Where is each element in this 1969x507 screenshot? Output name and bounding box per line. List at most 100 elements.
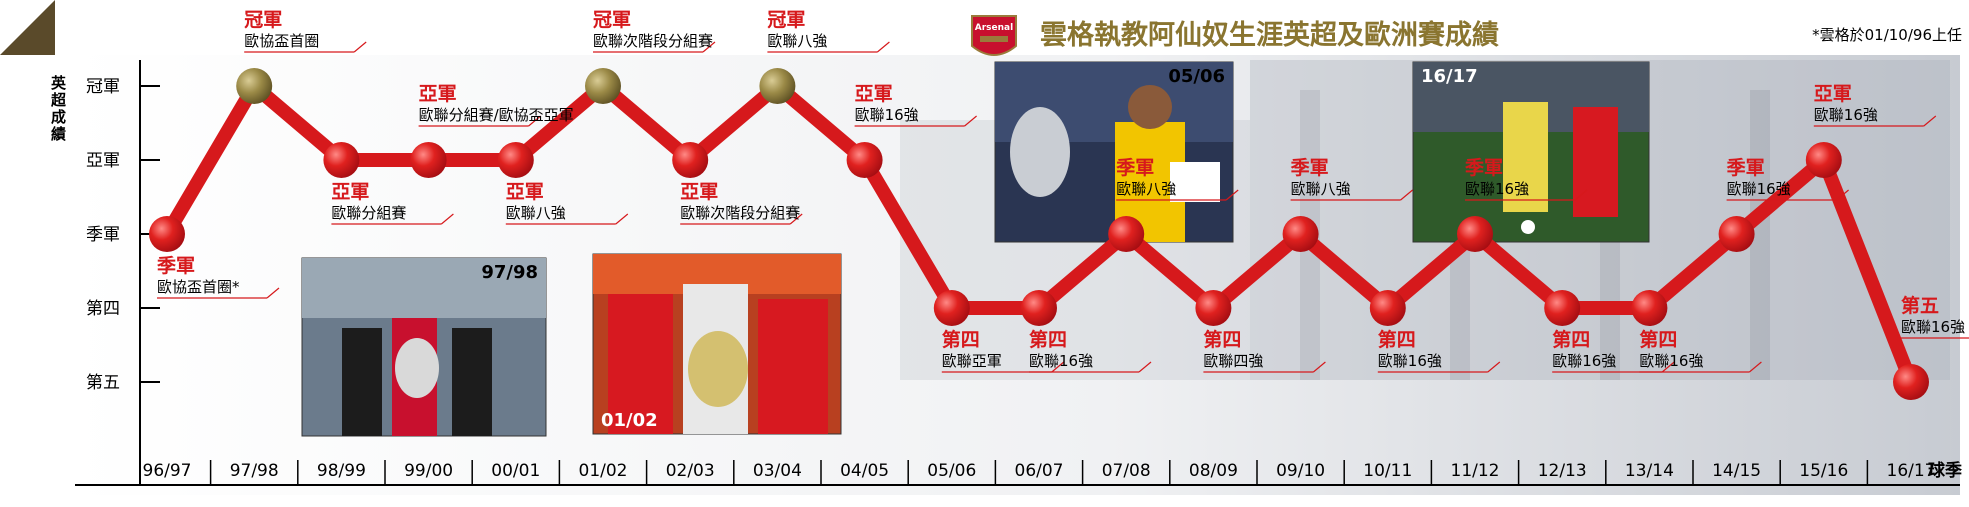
y-axis-title: 英超成績 — [49, 74, 67, 143]
annotation-position: 第四 — [1029, 328, 1067, 351]
crest-text: Arsenal — [975, 23, 1013, 33]
annotation-position: 第四 — [1203, 328, 1241, 351]
annotation-position: 亞軍 — [506, 181, 544, 203]
x-tick-label: 02/03 — [666, 461, 715, 481]
photo-1617: 16/17 — [1412, 61, 1650, 243]
annotation-position: 季軍 — [1291, 157, 1329, 179]
markers — [149, 68, 1929, 400]
header: Arsenal 雲格執教阿仙奴生涯英超及歐洲賽成績 *雲格於01/10/96上任 — [971, 15, 1962, 56]
annotation-europe: 歐聯16強 — [1378, 352, 1442, 370]
annotation-europe: 歐協盃首圈 — [244, 32, 319, 50]
annotation-leader — [1661, 361, 1675, 373]
photo-0506: 05/06 — [994, 61, 1234, 243]
annotation-leader — [266, 287, 280, 299]
data-point-0304 — [759, 68, 796, 104]
photo-0102: 01/02 — [592, 253, 842, 435]
y-tick-label: 季軍 — [86, 225, 120, 245]
annotation-leader — [615, 213, 629, 225]
data-point-0506 — [933, 290, 970, 326]
annotation-europe: 歐聯亞軍 — [942, 352, 1002, 370]
data-point-1516 — [1805, 142, 1842, 178]
x-tick-label: 12/13 — [1538, 461, 1587, 481]
data-point-1011 — [1369, 290, 1406, 326]
x-tick-label: 10/11 — [1363, 461, 1412, 481]
x-tick-label: 00/01 — [491, 461, 540, 481]
annotation-position: 第五 — [1901, 294, 1939, 317]
annotation-position: 冠軍 — [767, 9, 805, 31]
x-tick-label: 06/07 — [1015, 461, 1064, 481]
annotation-leader — [528, 115, 541, 127]
photo-caption-0102: 01/02 — [601, 410, 658, 431]
annotation-europe: 歐聯八強 — [506, 204, 566, 222]
annotation-leader — [1749, 361, 1762, 373]
annotation-leader — [1574, 189, 1588, 201]
annotation-leader — [1400, 189, 1413, 201]
photo-caption-9798: 97/98 — [481, 262, 538, 283]
x-tick-label: 96/97 — [143, 461, 192, 481]
annotation-position: 亞軍 — [855, 83, 893, 105]
annotation-leader — [353, 41, 367, 53]
annotation-europe: 歐協盃首圈* — [157, 278, 240, 296]
data-point-1213 — [1544, 290, 1581, 326]
x-tick-label: 15/16 — [1799, 461, 1848, 481]
annotation-position: 亞軍 — [680, 181, 718, 203]
annotation-leader — [702, 41, 716, 53]
annotation-position: 第四 — [1378, 328, 1416, 351]
y-tick-label: 第四 — [86, 299, 120, 319]
annotation-europe: 歐聯八強 — [1116, 180, 1176, 198]
x-tick-label: 99/00 — [404, 461, 453, 481]
data-point-0607 — [1021, 290, 1057, 326]
data-point-0001 — [497, 142, 534, 178]
annotation-position: 亞軍 — [419, 83, 457, 105]
data-point-9697 — [149, 216, 185, 252]
data-point-1617 — [1893, 364, 1929, 400]
annotation-europe: 歐聯八強 — [1291, 180, 1351, 198]
data-point-1112 — [1457, 216, 1493, 252]
data-point-0405 — [846, 142, 883, 178]
data-point-9899 — [323, 142, 360, 178]
annotation-position: 第四 — [1552, 328, 1590, 351]
x-tick-label: 01/02 — [579, 461, 628, 481]
x-tick-label: 08/09 — [1189, 461, 1238, 481]
data-point-0809 — [1195, 290, 1232, 326]
annotation-europe: 歐聯四強 — [1203, 352, 1263, 370]
annotation-europe: 歐聯分組賽 — [331, 204, 406, 222]
data-point-0102 — [585, 68, 621, 104]
annotation-position: 季軍 — [1465, 157, 1503, 179]
x-tick-label: 05/06 — [927, 461, 976, 481]
y-tick-label: 第五 — [86, 373, 120, 393]
photo-caption-0506: 05/06 — [1168, 66, 1225, 87]
annotation-leader — [441, 213, 454, 225]
annotation-position: 季軍 — [1727, 157, 1765, 179]
x-tick-label: 14/15 — [1712, 461, 1761, 481]
x-tick-label: 04/05 — [840, 461, 889, 481]
x-tick-label: 16/17 — [1887, 461, 1936, 481]
data-point-1314 — [1631, 290, 1668, 326]
annotation-leader — [877, 41, 890, 53]
annotations: 季軍歐協盃首圈*冠軍歐協盃首圈亞軍歐聯分組賽亞軍歐聯分組賽/歐協盃亞軍亞軍歐聯八… — [157, 9, 1969, 373]
annotation-europe: 歐聯16強 — [1465, 180, 1529, 198]
annotation-europe: 歐聯分組賽/歐協盃亞軍 — [419, 106, 574, 124]
annotation-europe: 歐聯16強 — [1814, 106, 1878, 124]
annotation-leader — [1923, 115, 1937, 127]
annotation-europe: 歐聯八強 — [767, 32, 827, 50]
annotation-position: 第四 — [942, 328, 980, 351]
annotation-position: 亞軍 — [331, 181, 369, 203]
y-tick-label: 亞軍 — [86, 151, 120, 171]
annotation-europe: 歐聯16強 — [1639, 352, 1703, 370]
x-tick-label: 11/12 — [1451, 461, 1500, 481]
annotation-leader — [1313, 361, 1326, 373]
